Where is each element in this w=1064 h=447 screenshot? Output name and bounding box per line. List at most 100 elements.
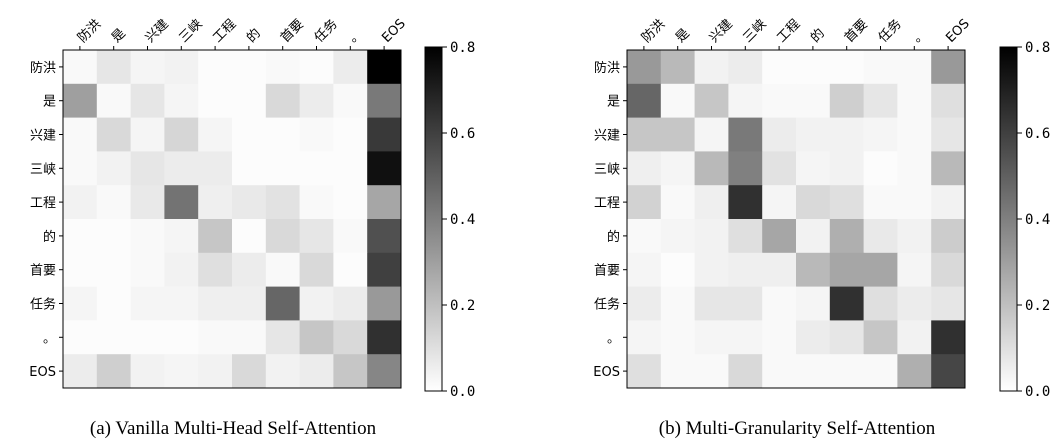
x-tick-label: EOS	[943, 16, 972, 45]
heatmap-cell	[367, 83, 402, 119]
heatmap-cell	[164, 50, 199, 85]
heatmap-cells	[63, 50, 402, 389]
heatmap-cell	[367, 219, 402, 254]
heatmap-cell	[762, 185, 797, 220]
heatmap-cell	[265, 219, 301, 254]
heatmap-cell	[164, 151, 199, 186]
heatmap-cell	[660, 117, 696, 152]
heatmap-cell	[728, 50, 763, 85]
heatmap-cells	[627, 50, 966, 389]
heatmap-cell	[130, 219, 165, 254]
y-tick-label: 任务	[30, 297, 56, 313]
heatmap-cell	[829, 151, 865, 186]
heatmap-cell	[198, 83, 233, 119]
heatmap-cell	[897, 286, 932, 321]
y-tick-label: 工程	[30, 196, 56, 211]
heatmap-cell	[63, 151, 98, 186]
heatmap-cell	[96, 286, 132, 321]
heatmap-cell	[367, 286, 402, 321]
heatmap-cell	[333, 286, 368, 321]
x-tick-label: 兴建	[707, 17, 736, 46]
heatmap-cell	[728, 286, 763, 321]
heatmap-frame	[62, 49, 402, 389]
colorbar-tick-label: 0.6	[1025, 126, 1050, 142]
heatmap-cell	[333, 83, 368, 119]
heatmap-cell	[198, 286, 233, 321]
heatmap-cell	[694, 219, 729, 254]
heatmap-cell	[627, 286, 662, 321]
heatmap-cell	[897, 354, 932, 389]
heatmap-cell	[863, 286, 898, 321]
heatmap-cell	[728, 83, 763, 119]
heatmap-cell	[198, 320, 233, 355]
heatmap-cell	[796, 83, 831, 119]
x-tick-label: 是	[109, 26, 129, 46]
x-tick-label: 任务	[311, 16, 341, 46]
heatmap-cell	[762, 286, 797, 321]
colorbar-tick-label: 0.6	[450, 126, 475, 142]
heatmap-cell	[265, 83, 301, 119]
heatmap-cell	[164, 117, 199, 152]
heatmap-cell	[130, 252, 165, 288]
colorbar-tick-label: 0.8	[450, 40, 475, 56]
heatmap-cell	[863, 185, 898, 220]
colorbar: 0.0 0.2 0.4 0.6 0.8	[999, 40, 1050, 400]
heatmap-cell	[299, 219, 334, 254]
heatmap-cell	[728, 252, 763, 288]
colorbar-tick-label: 0.0	[450, 384, 475, 400]
y-tick-label: 的	[607, 229, 620, 245]
heatmap-cell	[897, 117, 932, 152]
heatmap-cell	[265, 252, 301, 288]
colorbar-gradient	[999, 46, 1018, 392]
heatmap-cell	[299, 286, 334, 321]
heatmap-cell	[232, 185, 267, 220]
heatmap-cell	[728, 117, 763, 152]
heatmap-cell	[96, 219, 132, 254]
heatmap-cell	[897, 219, 932, 254]
heatmap-cell	[660, 252, 696, 288]
heatmap-cell	[333, 151, 368, 186]
colorbar-tick-label: 0.4	[450, 212, 475, 228]
heatmap-cell	[232, 252, 267, 288]
heatmap-cell	[931, 252, 966, 288]
x-tick-label: EOS	[379, 16, 408, 45]
heatmap-cell	[96, 50, 132, 85]
heatmap-cell	[367, 185, 402, 220]
x-tick-label: 。	[910, 26, 930, 46]
heatmap-cell	[627, 320, 662, 355]
heatmap-cell	[198, 117, 233, 152]
heatmap-cell	[299, 151, 334, 186]
heatmap-cell	[796, 252, 831, 288]
heatmap-cell	[627, 83, 662, 119]
heatmap-cell	[299, 354, 334, 389]
x-tick-label: 三峡	[741, 17, 770, 46]
heatmap-cell	[367, 117, 402, 152]
heatmap-cell	[694, 50, 729, 85]
panel-caption: (b) Multi-Granularity Self-Attention	[659, 418, 936, 439]
heatmap-cell	[198, 219, 233, 254]
heatmap-cell	[96, 320, 132, 355]
colorbar-tick-label: 0.2	[1025, 298, 1050, 314]
heatmap-cell	[762, 252, 797, 288]
heatmap-cell	[829, 83, 865, 119]
heatmap-cell	[130, 354, 165, 389]
x-tick-label: 防洪	[638, 16, 668, 46]
heatmap-cell	[762, 151, 797, 186]
heatmap-cell	[694, 286, 729, 321]
heatmap-cell	[265, 117, 301, 152]
heatmap-cell	[198, 252, 233, 288]
heatmap-cell	[728, 320, 763, 355]
heatmap-cell	[829, 252, 865, 288]
heatmap-cell	[164, 286, 199, 321]
y-tick-label: 防洪	[30, 60, 56, 76]
heatmap-cell	[897, 83, 932, 119]
heatmap-cell	[762, 83, 797, 119]
heatmap-cell	[829, 320, 865, 355]
heatmap-cell	[299, 185, 334, 220]
heatmap-cell	[660, 320, 696, 355]
heatmap-cell	[63, 117, 98, 152]
heatmap-cell	[694, 320, 729, 355]
heatmap-cell	[299, 83, 334, 119]
heatmap-cell	[660, 50, 696, 85]
y-tick-label: 兴建	[30, 129, 56, 144]
